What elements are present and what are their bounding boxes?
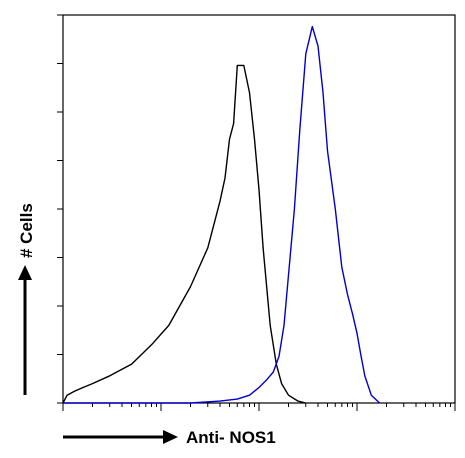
series-line-2 [63, 25, 381, 404]
y-axis-arrow [18, 265, 32, 395]
plot-border [62, 14, 456, 404]
x-axis-label: Anti- NOS1 [186, 428, 276, 447]
y-axis-label: # Cells [17, 203, 36, 258]
tick-marks [57, 14, 456, 411]
series-line-1 [62, 64, 306, 404]
x-axis-arrow [63, 430, 178, 444]
plot-frame [62, 14, 456, 404]
series-layer [62, 25, 381, 404]
